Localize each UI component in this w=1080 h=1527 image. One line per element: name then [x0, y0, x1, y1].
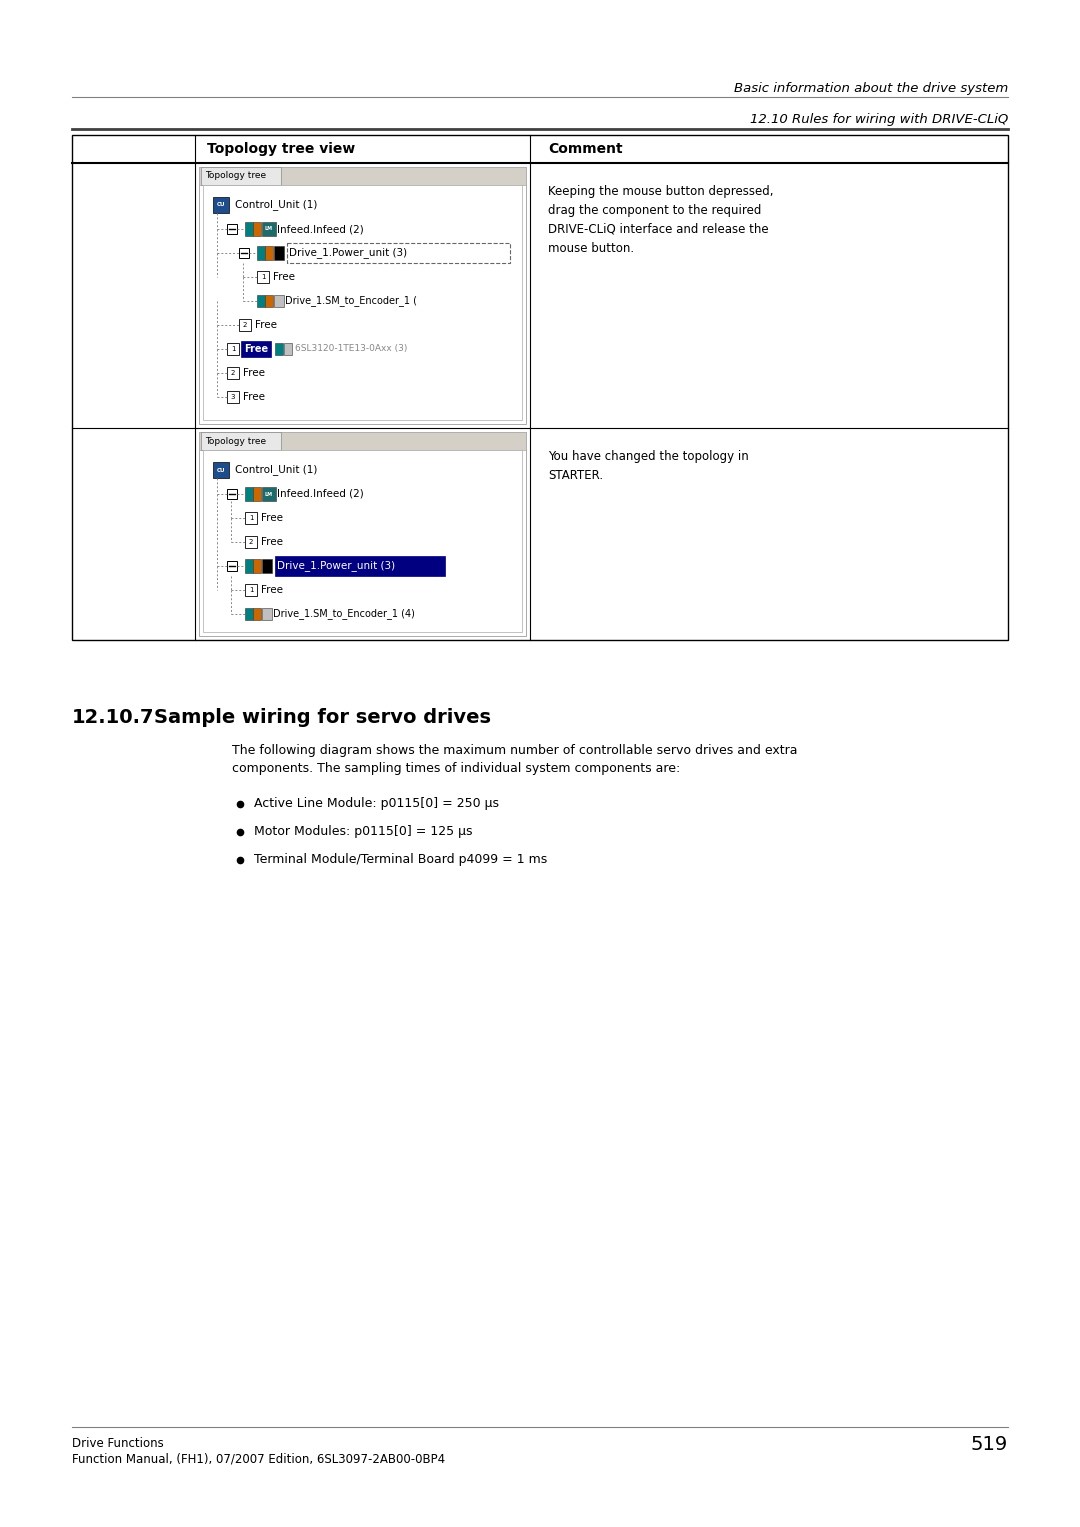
- FancyBboxPatch shape: [257, 295, 265, 307]
- Text: 519: 519: [971, 1435, 1008, 1455]
- FancyBboxPatch shape: [245, 221, 253, 237]
- FancyBboxPatch shape: [201, 166, 281, 185]
- FancyBboxPatch shape: [241, 341, 271, 357]
- Text: Free: Free: [244, 344, 268, 354]
- FancyBboxPatch shape: [257, 246, 265, 260]
- Text: 1: 1: [248, 586, 253, 592]
- Text: 6SL3120-1TE13-0Axx (3): 6SL3120-1TE13-0Axx (3): [295, 345, 407, 353]
- FancyBboxPatch shape: [227, 391, 239, 403]
- FancyBboxPatch shape: [245, 559, 253, 573]
- Text: Terminal Module/Terminal Board p4099 = 1 ms: Terminal Module/Terminal Board p4099 = 1…: [254, 854, 548, 866]
- FancyBboxPatch shape: [275, 556, 445, 576]
- FancyBboxPatch shape: [262, 221, 276, 237]
- Text: 1: 1: [231, 347, 235, 353]
- FancyBboxPatch shape: [253, 487, 261, 501]
- FancyBboxPatch shape: [203, 450, 522, 632]
- Text: Free: Free: [255, 321, 276, 330]
- FancyBboxPatch shape: [213, 197, 229, 212]
- Text: CU: CU: [217, 203, 226, 208]
- FancyBboxPatch shape: [199, 432, 526, 450]
- FancyBboxPatch shape: [245, 487, 253, 501]
- Text: Infeed.Infeed (2): Infeed.Infeed (2): [276, 489, 364, 499]
- FancyBboxPatch shape: [274, 295, 284, 307]
- Text: DRIVE-CLiQ interface and release the: DRIVE-CLiQ interface and release the: [548, 223, 769, 237]
- FancyBboxPatch shape: [199, 166, 526, 425]
- FancyBboxPatch shape: [245, 608, 253, 620]
- Text: Basic information about the drive system: Basic information about the drive system: [733, 82, 1008, 95]
- FancyBboxPatch shape: [245, 512, 257, 524]
- Text: drag the component to the required: drag the component to the required: [548, 205, 761, 217]
- FancyBboxPatch shape: [284, 344, 292, 354]
- Text: Free: Free: [261, 538, 283, 547]
- Text: Active Line Module: p0115[0] = 250 µs: Active Line Module: p0115[0] = 250 µs: [254, 797, 499, 811]
- Text: Drive_1.SM_to_Encoder_1 (4): Drive_1.SM_to_Encoder_1 (4): [273, 609, 415, 620]
- Text: Free: Free: [243, 392, 265, 402]
- Text: 1: 1: [248, 515, 253, 521]
- Text: STARTER.: STARTER.: [548, 469, 603, 483]
- Text: CU: CU: [217, 467, 226, 472]
- FancyBboxPatch shape: [239, 247, 249, 258]
- FancyBboxPatch shape: [253, 221, 261, 237]
- FancyBboxPatch shape: [201, 432, 281, 450]
- FancyBboxPatch shape: [253, 608, 261, 620]
- Text: Drive Functions: Drive Functions: [72, 1437, 164, 1451]
- Text: Drive_1.Power_unit (3): Drive_1.Power_unit (3): [289, 247, 407, 258]
- FancyBboxPatch shape: [227, 489, 237, 499]
- Text: Free: Free: [273, 272, 295, 282]
- FancyBboxPatch shape: [245, 536, 257, 548]
- Text: You have changed the topology in: You have changed the topology in: [548, 450, 748, 463]
- Text: 2: 2: [231, 370, 235, 376]
- FancyBboxPatch shape: [253, 559, 261, 573]
- FancyBboxPatch shape: [227, 224, 237, 234]
- FancyBboxPatch shape: [227, 560, 237, 571]
- Text: The following diagram shows the maximum number of controllable servo drives and : The following diagram shows the maximum …: [232, 744, 797, 757]
- Text: Topology tree view: Topology tree view: [207, 142, 355, 156]
- Text: 12.10 Rules for wiring with DRIVE-CLiQ: 12.10 Rules for wiring with DRIVE-CLiQ: [750, 113, 1008, 127]
- Text: Sample wiring for servo drives: Sample wiring for servo drives: [154, 709, 491, 727]
- Text: Infeed.Infeed (2): Infeed.Infeed (2): [276, 224, 364, 234]
- FancyBboxPatch shape: [265, 246, 273, 260]
- Text: Control_Unit (1): Control_Unit (1): [235, 464, 318, 475]
- FancyBboxPatch shape: [274, 246, 284, 260]
- Text: 2: 2: [248, 539, 253, 545]
- FancyBboxPatch shape: [275, 344, 283, 354]
- Text: Control_Unit (1): Control_Unit (1): [235, 200, 318, 211]
- FancyBboxPatch shape: [227, 366, 239, 379]
- Text: Drive_1.SM_to_Encoder_1 (: Drive_1.SM_to_Encoder_1 (: [285, 296, 417, 307]
- FancyBboxPatch shape: [203, 185, 522, 420]
- Text: Free: Free: [261, 513, 283, 524]
- FancyBboxPatch shape: [199, 432, 526, 637]
- FancyBboxPatch shape: [262, 559, 272, 573]
- Text: Topology tree: Topology tree: [205, 437, 266, 446]
- FancyBboxPatch shape: [257, 270, 269, 282]
- Text: Function Manual, (FH1), 07/2007 Edition, 6SL3097-2AB00-0BP4: Function Manual, (FH1), 07/2007 Edition,…: [72, 1454, 445, 1466]
- Text: components. The sampling times of individual system components are:: components. The sampling times of indivi…: [232, 762, 680, 776]
- FancyBboxPatch shape: [262, 487, 276, 501]
- Text: LM: LM: [265, 226, 273, 232]
- FancyBboxPatch shape: [245, 583, 257, 596]
- Text: Topology tree: Topology tree: [205, 171, 266, 180]
- Text: Drive_1.Power_unit (3): Drive_1.Power_unit (3): [276, 560, 395, 571]
- FancyBboxPatch shape: [199, 166, 526, 185]
- FancyBboxPatch shape: [239, 319, 251, 331]
- Text: LM: LM: [265, 492, 273, 496]
- Text: Keeping the mouse button depressed,: Keeping the mouse button depressed,: [548, 185, 773, 199]
- Text: 1: 1: [260, 273, 266, 279]
- FancyBboxPatch shape: [213, 463, 229, 478]
- Text: mouse button.: mouse button.: [548, 241, 634, 255]
- Text: Comment: Comment: [548, 142, 623, 156]
- Text: Free: Free: [243, 368, 265, 379]
- FancyBboxPatch shape: [262, 608, 272, 620]
- FancyBboxPatch shape: [265, 295, 273, 307]
- Text: 3: 3: [231, 394, 235, 400]
- FancyBboxPatch shape: [227, 344, 239, 354]
- Text: 12.10.7: 12.10.7: [72, 709, 154, 727]
- Text: 2: 2: [243, 322, 247, 328]
- Text: Motor Modules: p0115[0] = 125 µs: Motor Modules: p0115[0] = 125 µs: [254, 826, 473, 838]
- Text: Free: Free: [261, 585, 283, 596]
